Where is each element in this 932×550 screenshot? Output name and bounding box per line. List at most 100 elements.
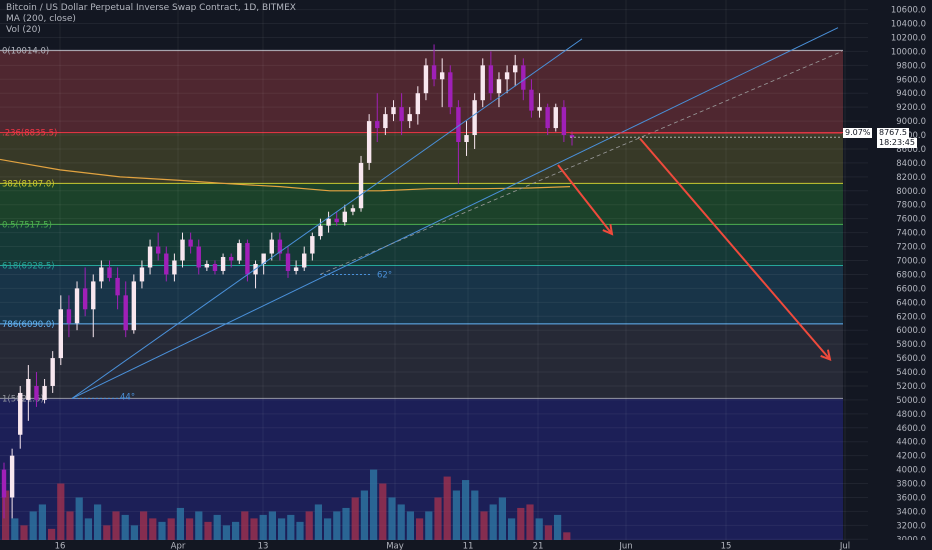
price-tick-label: 8400.0 [896, 159, 926, 169]
price-tick-label: 9200.0 [896, 103, 926, 113]
volume-bar [195, 511, 203, 540]
candle-body [439, 72, 445, 80]
candle-body [9, 455, 15, 498]
arrow-head [820, 349, 832, 362]
bar-countdown-tag: 18:23:45 [877, 138, 917, 148]
candle-body [164, 253, 169, 275]
candle-body [131, 281, 137, 331]
candle-body [448, 72, 453, 108]
volume-indicator-label: Vol (20) [6, 25, 41, 35]
candle-body [399, 107, 404, 122]
fib-level-label: 0.5(7517.5) [2, 220, 52, 230]
candle-body [407, 114, 412, 122]
candle-body [480, 65, 485, 101]
fib-band [0, 224, 843, 266]
volume-bar [452, 490, 460, 540]
price-tick-label: 7200.0 [896, 243, 926, 253]
candle-body [1, 469, 7, 498]
volume-bar [535, 518, 543, 540]
price-tick-label: 8200.0 [896, 173, 926, 183]
volume-bar [517, 507, 525, 540]
volume-bar [121, 514, 129, 540]
fib-level-label: 382(8107.0) [2, 179, 55, 189]
candle-body [196, 246, 201, 268]
trendline-steep [71, 38, 583, 399]
candle-body [415, 93, 421, 115]
price-tick-label: 4400.0 [896, 438, 926, 448]
candle-body [237, 243, 242, 261]
candle-body [529, 89, 534, 111]
ma200-line [0, 158, 571, 192]
candle-body [310, 236, 315, 254]
price-tick-label: 10200.0 [891, 33, 926, 43]
price-tick-label: 4000.0 [896, 466, 926, 476]
chart-legend: Bitcoin / US Dollar Perpetual Inverse Sw… [6, 3, 296, 36]
candle-body [155, 246, 161, 254]
symbol-title: Bitcoin / US Dollar Perpetual Inverse Sw… [6, 3, 296, 13]
angle-label-44: 44° [120, 392, 135, 402]
volume-bar [268, 511, 276, 540]
candle-body [204, 263, 210, 268]
volume-bar [324, 518, 332, 540]
time-tick-label: 13 [258, 542, 269, 550]
candle-body [496, 79, 502, 94]
candle-body [342, 211, 347, 223]
volume-bar [471, 490, 479, 540]
candle-body [107, 267, 112, 278]
volume-bar [498, 497, 506, 540]
candle-body [334, 218, 339, 223]
volume-bar [20, 525, 28, 540]
price-tick-label: 7800.0 [896, 201, 926, 211]
candle-body [375, 121, 380, 129]
time-axis-bg [0, 540, 932, 550]
candle-body [472, 100, 477, 136]
candle-body [561, 107, 567, 136]
volume-bar [11, 518, 19, 540]
volume-bar [213, 514, 221, 540]
volume-bar [75, 497, 83, 540]
price-axis[interactable]: 3000.03200.03400.03600.03800.04000.04200… [870, 0, 932, 550]
price-tick-label: 5600.0 [896, 354, 926, 364]
angle-label-62: 62° [377, 270, 392, 280]
candle-body [42, 385, 47, 400]
price-axis-bg [870, 0, 932, 550]
volume-bar [149, 518, 157, 540]
volume-bar [57, 483, 65, 540]
fib-level-label: 0(10014.0) [2, 46, 49, 56]
price-tick-label: 7000.0 [896, 256, 926, 266]
candle-body [34, 385, 39, 400]
volume-bar [314, 504, 322, 540]
volume-bar [333, 511, 341, 540]
price-tick-label: 7600.0 [896, 215, 926, 225]
candle-body [456, 107, 461, 143]
candle-body [115, 277, 120, 296]
price-tick-label: 9800.0 [896, 61, 926, 71]
time-axis[interactable]: 16 Apr 13 May 11 21 Jun 15 Jul [0, 540, 932, 550]
candle-body [302, 253, 307, 268]
price-tick-label: 3400.0 [896, 507, 926, 517]
volume-bar [425, 511, 433, 540]
volume-bar [278, 518, 286, 540]
time-tick-label: 15 [721, 542, 732, 550]
percent-change-tag: 9.07% [843, 128, 873, 138]
candle-body [188, 239, 193, 247]
volume-bar [259, 514, 267, 540]
price-tick-label: 8600.0 [896, 145, 926, 155]
candle-body [553, 107, 558, 129]
price-tick-label: 6600.0 [896, 284, 926, 294]
fib-level-label: 1(5021.5) [2, 394, 44, 404]
candle-body [18, 392, 23, 435]
candle-body [358, 162, 364, 209]
candle-body [488, 65, 494, 94]
ma200-path [0, 158, 571, 192]
fib-level-label: 618(6928.5) [2, 261, 55, 271]
time-tick-label: 11 [463, 542, 474, 550]
fib-level-label: 786(6090.0) [2, 320, 55, 330]
volume-bar [563, 532, 571, 540]
volume-bar [434, 497, 442, 540]
price-tick-label: 5800.0 [896, 340, 926, 350]
volume-bar [443, 476, 451, 540]
volume-bar [94, 504, 102, 540]
price-tick-label: 7400.0 [896, 229, 926, 239]
